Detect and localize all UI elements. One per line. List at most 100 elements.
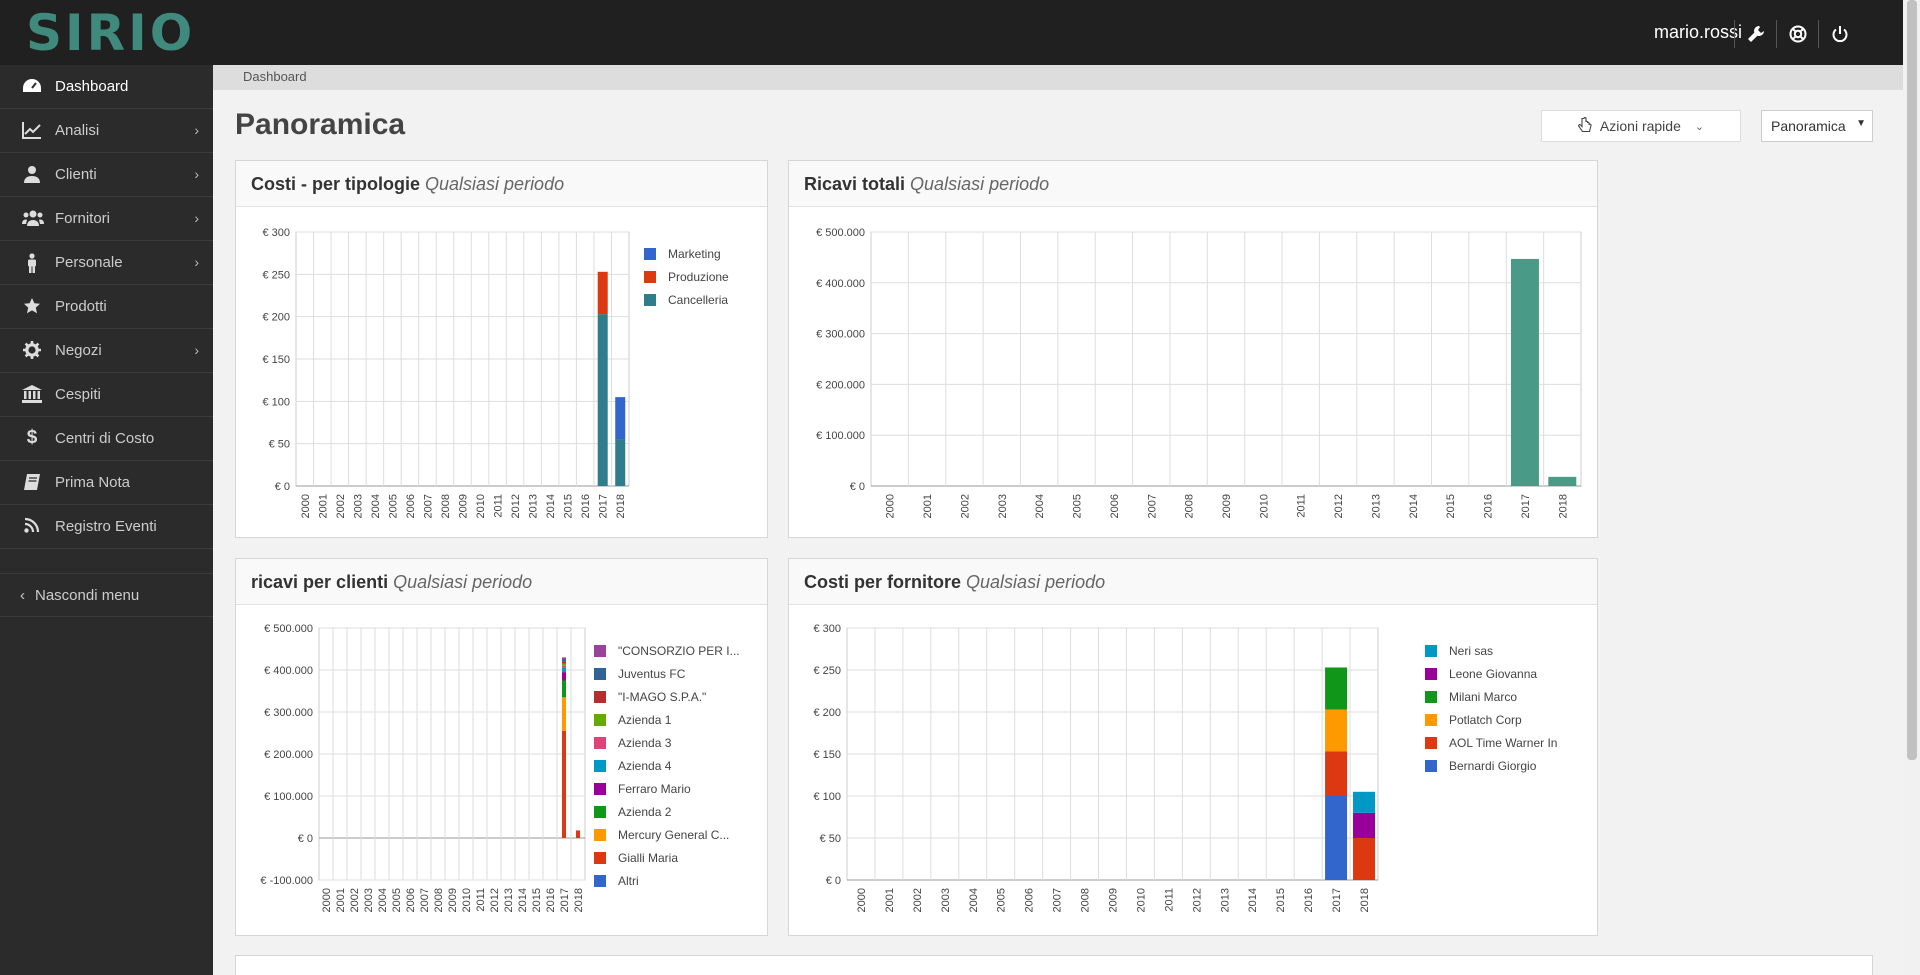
sidebar-item-fornitori[interactable]: Fornitori › (0, 197, 213, 241)
y-tick-label: € 400.000 (816, 278, 865, 290)
legend-item[interactable]: Milani Marco (1425, 685, 1557, 708)
x-tick-label: 2003 (940, 888, 952, 912)
x-tick-label: 2008 (1184, 494, 1196, 518)
x-tick-label: 2015 (563, 494, 575, 518)
chart-panel-ricavi-clienti: ricavi per clienti Qualsiasi periodo € -… (235, 558, 768, 936)
quick-actions-button[interactable]: Azioni rapide ⌄ (1541, 110, 1741, 142)
bar (1548, 476, 1577, 486)
sidebar-item-prima-nota[interactable]: Prima Nota (0, 461, 213, 505)
hide-menu-label: Nascondi menu (35, 586, 140, 604)
sidebar-item-analisi[interactable]: Analisi › (0, 109, 213, 153)
legend-item[interactable]: Mercury General C... (594, 823, 740, 846)
legend-label: Neri sas (1449, 643, 1494, 658)
legend-label: "I-MAGO S.P.A." (618, 689, 707, 704)
legend-swatch (594, 805, 606, 818)
sidebar-item-dashboard[interactable]: Dashboard (0, 65, 213, 109)
legend-swatch (1425, 713, 1437, 726)
legend-item[interactable]: Cancelleria (644, 288, 729, 311)
x-tick-label: 2017 (1520, 494, 1532, 518)
legend-item[interactable]: Azienda 3 (594, 731, 740, 754)
legend-item[interactable]: Leone Giovanna (1425, 662, 1557, 685)
x-tick-label: 2011 (1163, 888, 1175, 912)
y-tick-label: € 300 (813, 623, 841, 635)
legend-item[interactable]: Neri sas (1425, 639, 1557, 662)
bar (1510, 258, 1539, 486)
wrench-icon[interactable] (1734, 20, 1776, 48)
y-tick-label: € 0 (826, 875, 841, 887)
chevron-right-icon: › (194, 254, 199, 270)
sidebar-item-label: Fornitori (55, 210, 111, 227)
bar (562, 657, 566, 660)
bar (597, 271, 608, 315)
legend-item[interactable]: Produzione (644, 265, 729, 288)
y-tick-label: € 100.000 (816, 430, 865, 442)
user-icon (22, 165, 42, 185)
x-tick-label: 2006 (405, 888, 417, 912)
top-icons (1734, 20, 1860, 48)
sidebar-item-personale[interactable]: Personale › (0, 241, 213, 285)
lifebuoy-icon[interactable] (1776, 20, 1818, 48)
sidebar-item-label: Prima Nota (55, 474, 131, 491)
legend-item[interactable]: Azienda 4 (594, 754, 740, 777)
legend-label: Altri (618, 873, 639, 888)
y-tick-label: € 50 (820, 833, 841, 845)
dashboard-icon (22, 77, 42, 97)
scrollbar-thumb[interactable] (1907, 0, 1917, 760)
legend-item[interactable]: "I-MAGO S.P.A." (594, 685, 740, 708)
y-tick-label: € 300.000 (264, 707, 313, 719)
power-icon[interactable] (1818, 20, 1860, 48)
x-tick-label: 2000 (321, 888, 333, 912)
legend-item[interactable]: Bernardi Giorgio (1425, 754, 1557, 777)
sidebar-item-cespiti[interactable]: Cespiti (0, 373, 213, 417)
view-select[interactable]: Panoramica ▼ (1761, 110, 1873, 142)
sidebar-item-label: Dashboard (55, 78, 129, 95)
bar (1353, 812, 1376, 838)
legend-item[interactable]: Azienda 2 (594, 800, 740, 823)
sidebar-item-label: Registro Eventi (55, 518, 157, 535)
quick-actions-label: Azioni rapide (1599, 118, 1681, 134)
breadcrumb[interactable]: Dashboard (243, 69, 307, 84)
x-tick-label: 2003 (363, 888, 375, 912)
username[interactable]: mario.rossi (1653, 22, 1742, 42)
legend-swatch (1425, 667, 1437, 680)
legend-item[interactable]: Altri (594, 869, 740, 892)
legend-swatch (1425, 644, 1437, 657)
x-tick-label: 2014 (1408, 494, 1420, 518)
app-logo[interactable]: SIRIO (26, 4, 196, 62)
sidebar-item-prodotti[interactable]: Prodotti (0, 285, 213, 329)
scrollbar[interactable] (1903, 0, 1920, 975)
bar (562, 680, 566, 698)
x-tick-label: 2013 (528, 494, 540, 518)
panel-period: Qualsiasi periodo (393, 572, 533, 592)
y-tick-label: € 0 (275, 481, 290, 493)
hide-menu-button[interactable]: ‹ Nascondi menu (0, 573, 213, 617)
legend-item[interactable]: Potlatch Corp (1425, 708, 1557, 731)
legend-item[interactable]: Azienda 1 (594, 708, 740, 731)
legend-item[interactable]: Gialli Maria (594, 846, 740, 869)
sidebar-item-clienti[interactable]: Clienti › (0, 153, 213, 197)
x-tick-label: 2004 (1034, 494, 1046, 518)
bar (1353, 838, 1376, 880)
legend-item[interactable]: Ferraro Mario (594, 777, 740, 800)
chart-legend: Marketing Produzione Cancelleria (644, 242, 729, 311)
sidebar-item-negozi[interactable]: Negozi › (0, 329, 213, 373)
chart-panel-costi-fornitore: Costi per fornitore Qualsiasi periodo € … (788, 558, 1598, 936)
legend-item[interactable]: AOL Time Warner In (1425, 731, 1557, 754)
sidebar-item-centri-di-costo[interactable]: $ Centri di Costo (0, 417, 213, 461)
sidebar-item-registro-eventi[interactable]: Registro Eventi (0, 505, 213, 549)
x-tick-label: 2011 (1296, 494, 1308, 518)
legend-item[interactable]: Marketing (644, 242, 729, 265)
legend-swatch (594, 874, 606, 887)
bar (562, 665, 566, 668)
legend-item[interactable]: Juventus FC (594, 662, 740, 685)
x-tick-label: 2009 (447, 888, 459, 912)
panel-header: Costi per fornitore Qualsiasi periodo (789, 559, 1597, 605)
legend-swatch (1425, 736, 1437, 749)
legend-item[interactable]: "CONSORZIO PER I... (594, 639, 740, 662)
legend-label: Juventus FC (618, 666, 686, 681)
chevron-left-icon: ‹ (20, 586, 25, 604)
pointer-hand-icon (1578, 116, 1592, 136)
legend-swatch (1425, 690, 1437, 703)
x-tick-label: 2003 (997, 494, 1009, 518)
x-tick-label: 2001 (317, 494, 329, 518)
